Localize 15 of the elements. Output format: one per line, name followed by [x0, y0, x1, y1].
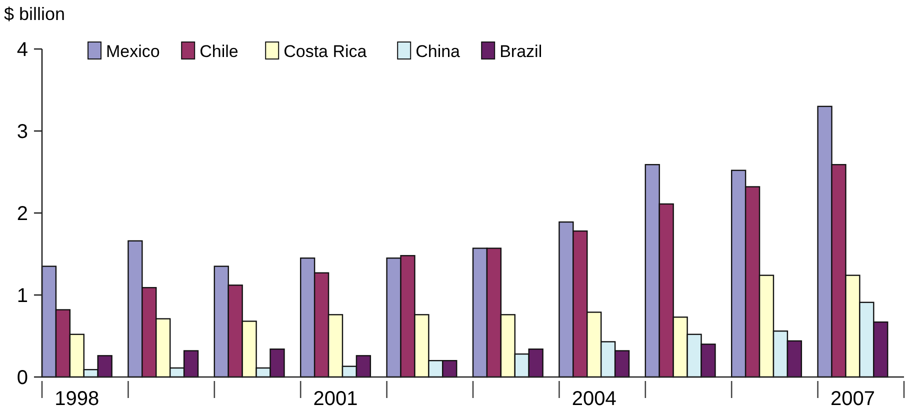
x-tick-label: 2007: [830, 388, 875, 408]
legend-label: Brazil: [500, 42, 542, 61]
y-tick-label: 3: [16, 121, 28, 143]
legend-label: Mexico: [106, 42, 160, 61]
x-tick-label: 2001: [313, 388, 358, 408]
legend-label: Costa Rica: [284, 42, 368, 61]
y-axis-title: $ billion: [4, 4, 66, 24]
y-tick-label: 0: [16, 367, 28, 389]
x-tick-label: 1998: [54, 388, 100, 408]
y-tick-label: 4: [16, 39, 28, 61]
x-tick-label: 2004: [572, 388, 616, 408]
y-tick-label: 2: [16, 203, 28, 225]
legend-label: China: [416, 42, 461, 61]
y-tick-label: 1: [16, 285, 28, 307]
legend-label: Chile: [200, 42, 238, 61]
